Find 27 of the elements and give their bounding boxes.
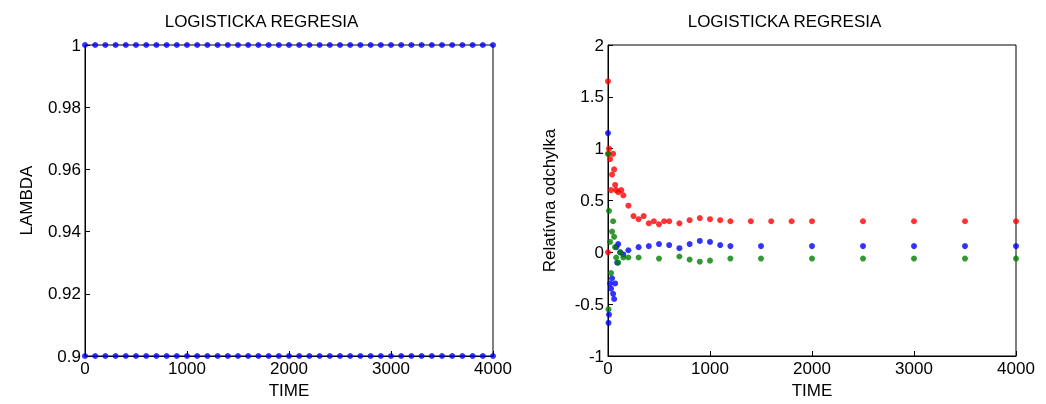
x-tick-label: 4000 [474, 359, 512, 378]
x-axis-title: TIME [268, 380, 310, 400]
x-tick-label: 3000 [895, 359, 933, 378]
y-axis-title: LAMBDA [17, 164, 36, 236]
x-tick-label: 4000 [997, 359, 1035, 378]
x-tick-label: 2000 [793, 359, 831, 378]
y-tick-label: -1 [588, 346, 604, 366]
y-tick-label: 0.96 [47, 159, 81, 179]
y-tick-label: 0.98 [47, 97, 81, 117]
y-tick-label: 2 [594, 35, 604, 55]
y-tick-label: 0.92 [47, 284, 81, 304]
x-tick-label: 2000 [270, 359, 308, 378]
y-tick-label: 1 [594, 139, 604, 159]
x-tick-label: 1000 [168, 359, 206, 378]
chart-title: LOGISTICKA REGRESIA [164, 12, 359, 31]
y-tick-label: 0.94 [47, 222, 81, 242]
y-tick-label: 0.5 [580, 191, 604, 210]
chart-title: LOGISTICKA REGRESIA [687, 12, 882, 31]
y-tick-label: 0.9 [57, 346, 81, 366]
x-tick-label: 3000 [372, 359, 410, 378]
x-tick-label: 1000 [691, 359, 729, 378]
y-tick-label: -0.5 [574, 294, 604, 314]
y-tick-label: 1 [71, 35, 81, 55]
x-axis-title: TIME [791, 380, 833, 400]
y-axis-title: Relatívna odchylka [540, 128, 559, 273]
y-tick-label: 1.5 [580, 87, 604, 107]
y-tick-label: 0 [594, 242, 604, 262]
